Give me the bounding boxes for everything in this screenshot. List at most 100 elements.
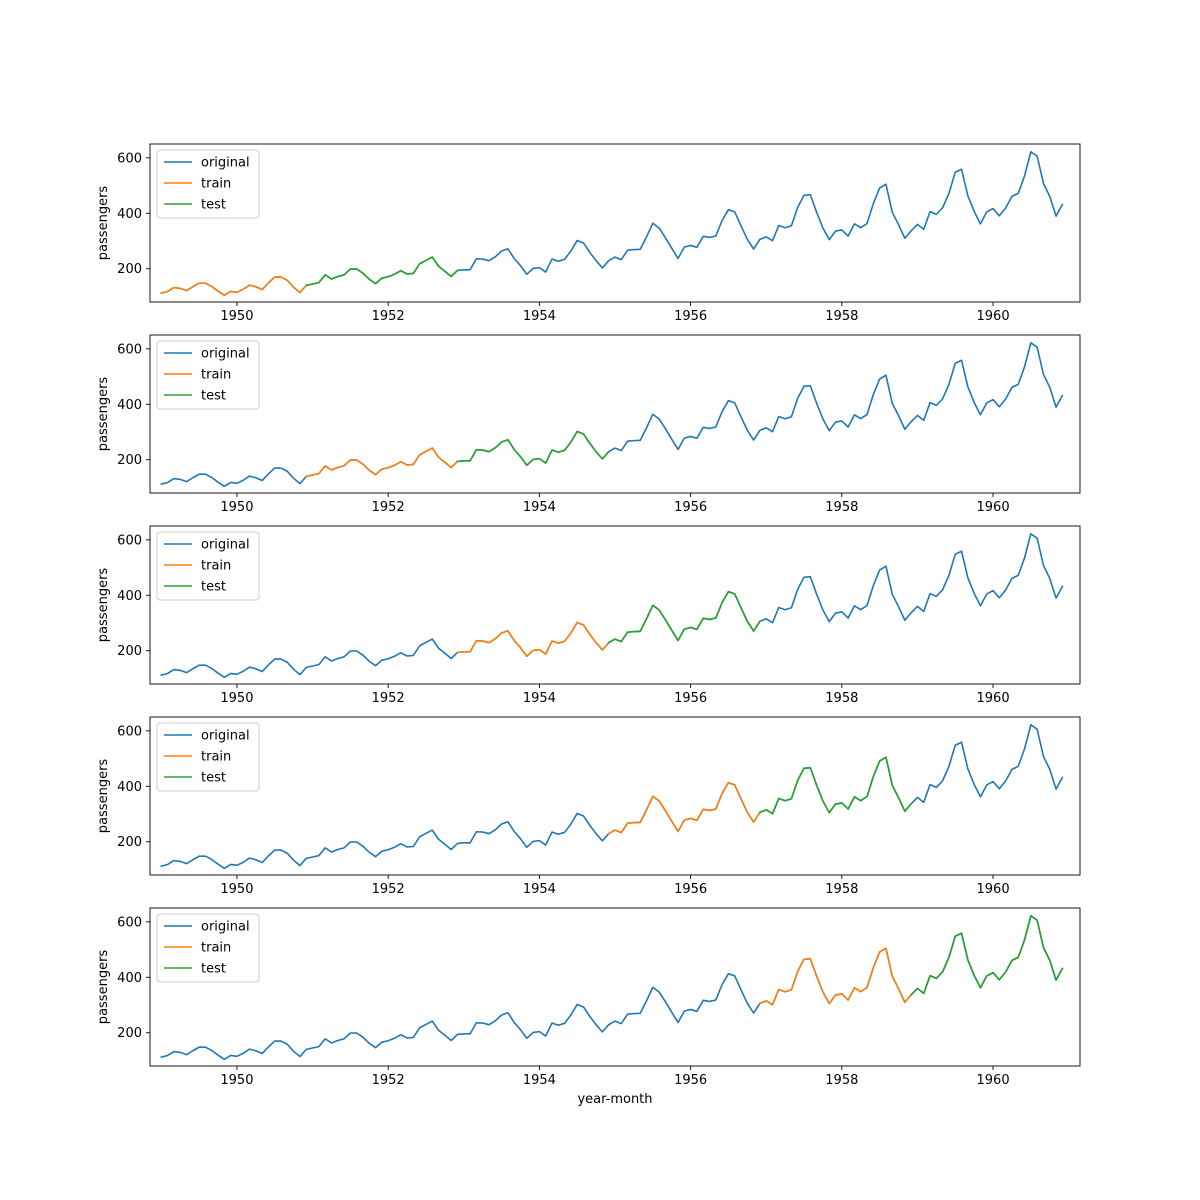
- y-axis-label: passengers: [96, 950, 111, 1025]
- x-tick-label: 1960: [977, 691, 1010, 706]
- axes-frame: [149, 334, 1081, 494]
- y-tick-label: 400: [117, 971, 142, 986]
- series-line-original: [160, 914, 1064, 1061]
- x-tick-label: 1952: [372, 309, 405, 324]
- legend-box: [156, 531, 260, 601]
- axes-frame: [149, 716, 1081, 876]
- series-line-original: [160, 150, 1064, 297]
- y-tick-label: 600: [117, 915, 142, 930]
- x-axis-label: year-month: [577, 1092, 652, 1107]
- legend-label-train: train: [201, 559, 231, 574]
- x-tick-label: 1952: [372, 882, 405, 897]
- y-tick-label: 200: [117, 262, 142, 277]
- x-tick-label: 1950: [220, 500, 253, 515]
- y-tick-label: 600: [117, 724, 142, 739]
- x-tick-label: 1956: [674, 309, 707, 324]
- series-line-test: [758, 756, 913, 815]
- series-line-test: [305, 256, 459, 287]
- x-tick-label: 1950: [220, 882, 253, 897]
- x-tick-label: 1960: [977, 1073, 1010, 1088]
- x-tick-label: 1952: [372, 500, 405, 515]
- series-line-train: [456, 621, 610, 658]
- y-axis-label: passengers: [96, 377, 111, 452]
- chart-panel-2: 1950 1952 1954 1956 1958 1960 200 400 600 passeng…: [96, 334, 1081, 515]
- x-tick-label: 1958: [825, 500, 858, 515]
- y-axis-label: passengers: [96, 186, 111, 261]
- series-line-test: [456, 430, 610, 467]
- y-tick-label: 600: [117, 533, 142, 548]
- x-tick-label: 1952: [372, 691, 405, 706]
- legend-label-test: test: [201, 389, 226, 404]
- legend: original train test: [156, 340, 260, 410]
- y-tick-label: 400: [117, 780, 142, 795]
- y-axis-label: passengers: [96, 759, 111, 834]
- x-tick-label: 1960: [977, 882, 1010, 897]
- legend-box: [156, 913, 260, 983]
- x-tick-label: 1952: [372, 1073, 405, 1088]
- series-line-train: [758, 947, 913, 1006]
- chart-panel-3: 1950 1952 1954 1956 1958 1960 200 400 600 passeng…: [96, 525, 1081, 706]
- series-line-original: [160, 532, 1064, 679]
- legend-label-original: original: [201, 347, 250, 362]
- y-tick-label: 200: [117, 835, 142, 850]
- series-line-test: [910, 914, 1064, 996]
- legend-label-test: test: [201, 962, 226, 977]
- x-tick-label: 1960: [977, 309, 1010, 324]
- y-tick-label: 600: [117, 342, 142, 357]
- legend: original train test: [156, 531, 260, 601]
- x-tick-label: 1954: [523, 309, 556, 324]
- y-tick-label: 400: [117, 207, 142, 222]
- x-tick-label: 1954: [523, 882, 556, 897]
- x-tick-label: 1956: [674, 882, 707, 897]
- y-tick-label: 200: [117, 644, 142, 659]
- legend-box: [156, 722, 260, 792]
- legend-label-test: test: [201, 771, 226, 786]
- chart-panel-1: 1950 1952 1954 1956 1958 1960 200 400 600 passeng…: [96, 143, 1081, 324]
- legend-label-original: original: [201, 538, 250, 553]
- legend-label-original: original: [201, 156, 250, 171]
- chart-panel-4: 1950 1952 1954 1956 1958 1960 200 400 600 passeng…: [96, 716, 1081, 897]
- x-tick-label: 1954: [523, 691, 556, 706]
- x-tick-label: 1950: [220, 691, 253, 706]
- axes-frame: [149, 907, 1081, 1067]
- axes-frame: [149, 143, 1081, 303]
- legend-label-original: original: [201, 920, 250, 935]
- legend: original train test: [156, 149, 260, 219]
- x-tick-label: 1956: [674, 500, 707, 515]
- legend-label-test: test: [201, 580, 226, 595]
- legend-box: [156, 149, 260, 219]
- legend-label-train: train: [201, 368, 231, 383]
- legend-box: [156, 340, 260, 410]
- y-tick-label: 400: [117, 589, 142, 604]
- x-tick-label: 1954: [523, 500, 556, 515]
- series-line-train: [305, 447, 459, 478]
- legend: original train test: [156, 913, 260, 983]
- series-line-original: [160, 341, 1064, 488]
- legend-label-train: train: [201, 750, 231, 765]
- x-tick-label: 1954: [523, 1073, 556, 1088]
- legend: original train test: [156, 722, 260, 792]
- x-tick-label: 1956: [674, 1073, 707, 1088]
- y-tick-label: 200: [117, 453, 142, 468]
- x-tick-label: 1958: [825, 691, 858, 706]
- series-line-train: [160, 276, 308, 297]
- series-line-test: [607, 590, 762, 644]
- x-tick-label: 1958: [825, 309, 858, 324]
- legend-label-original: original: [201, 729, 250, 744]
- y-tick-label: 400: [117, 398, 142, 413]
- chart-panel-5: 1950 1952 1954 1956 1958 1960 200 400 600 passeng…: [96, 907, 1081, 1107]
- series-line-original: [160, 723, 1064, 870]
- x-tick-label: 1960: [977, 500, 1010, 515]
- x-tick-label: 1950: [220, 1073, 253, 1088]
- axes-frame: [149, 525, 1081, 685]
- x-tick-label: 1958: [825, 1073, 858, 1088]
- y-tick-label: 600: [117, 151, 142, 166]
- y-axis-label: passengers: [96, 568, 111, 643]
- x-tick-label: 1956: [674, 691, 707, 706]
- y-tick-label: 200: [117, 1026, 142, 1041]
- series-line-train: [607, 781, 762, 835]
- legend-label-test: test: [201, 198, 226, 213]
- x-tick-label: 1950: [220, 309, 253, 324]
- legend-label-train: train: [201, 941, 231, 956]
